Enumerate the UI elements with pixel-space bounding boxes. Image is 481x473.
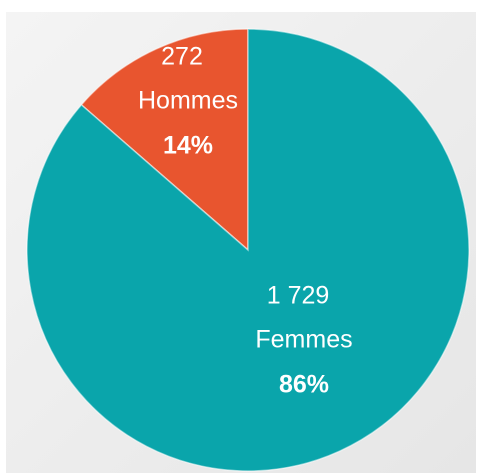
labels: 272 Hommes 14% 1 729 Femmes 86%: [138, 43, 353, 399]
pie-slice: [80, 28, 249, 252]
pie: [26, 28, 470, 472]
category-label: Femmes: [255, 326, 352, 354]
pie-slice: [26, 28, 470, 472]
value-label: 1 729: [267, 282, 330, 310]
percent-label: 86%: [279, 371, 329, 399]
percent-label: 14%: [163, 132, 213, 160]
category-label: Hommes: [138, 87, 238, 115]
value-label: 272: [161, 43, 203, 71]
